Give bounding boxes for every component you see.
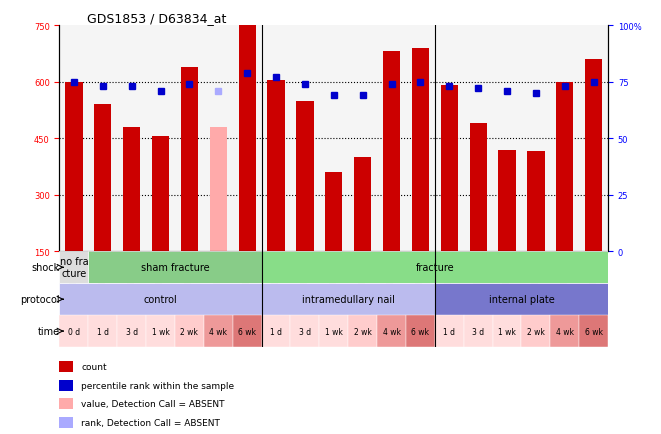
Text: intramedullary nail: intramedullary nail	[302, 295, 395, 304]
FancyBboxPatch shape	[59, 252, 89, 283]
Bar	[65, 82, 83, 252]
Text: internal plate: internal plate	[488, 295, 555, 304]
Text: fracture: fracture	[416, 263, 454, 273]
FancyBboxPatch shape	[435, 283, 608, 316]
Bar	[498, 150, 516, 252]
Text: 0 d: 0 d	[68, 327, 80, 336]
Text: 6 wk: 6 wk	[411, 327, 430, 336]
FancyBboxPatch shape	[348, 316, 377, 347]
Bar	[94, 105, 112, 252]
FancyBboxPatch shape	[290, 316, 319, 347]
Text: 1 d: 1 d	[97, 327, 109, 336]
FancyBboxPatch shape	[59, 380, 73, 391]
FancyBboxPatch shape	[89, 252, 262, 283]
FancyBboxPatch shape	[59, 398, 73, 409]
Text: shock: shock	[32, 263, 60, 273]
FancyBboxPatch shape	[262, 252, 608, 283]
Bar	[585, 60, 602, 252]
FancyBboxPatch shape	[233, 316, 262, 347]
Text: 2 wk: 2 wk	[180, 327, 198, 336]
Text: 1 d: 1 d	[270, 327, 282, 336]
FancyBboxPatch shape	[377, 316, 406, 347]
FancyBboxPatch shape	[435, 316, 464, 347]
Text: 3 d: 3 d	[472, 327, 485, 336]
Bar	[239, 0, 256, 252]
Text: GDS1853 / D63834_at: GDS1853 / D63834_at	[87, 12, 226, 25]
Text: 3 d: 3 d	[299, 327, 311, 336]
Text: 6 wk: 6 wk	[585, 327, 603, 336]
FancyBboxPatch shape	[204, 316, 233, 347]
Text: count: count	[81, 362, 107, 372]
Bar	[180, 67, 198, 252]
FancyBboxPatch shape	[146, 316, 175, 347]
Text: 2 wk: 2 wk	[527, 327, 545, 336]
Text: percentile rank within the sample: percentile rank within the sample	[81, 381, 235, 390]
Bar	[556, 82, 574, 252]
Text: time: time	[38, 326, 60, 336]
Bar	[441, 86, 458, 252]
Bar	[383, 53, 400, 252]
Text: 1 wk: 1 wk	[151, 327, 169, 336]
Text: 4 wk: 4 wk	[556, 327, 574, 336]
FancyBboxPatch shape	[579, 316, 608, 347]
Text: 1 wk: 1 wk	[325, 327, 343, 336]
FancyBboxPatch shape	[59, 283, 262, 316]
Text: 2 wk: 2 wk	[354, 327, 371, 336]
Text: 4 wk: 4 wk	[210, 327, 227, 336]
FancyBboxPatch shape	[262, 283, 435, 316]
Bar	[527, 152, 545, 252]
Text: 1 d: 1 d	[444, 327, 455, 336]
Bar	[268, 81, 285, 252]
FancyBboxPatch shape	[89, 316, 117, 347]
FancyBboxPatch shape	[175, 316, 204, 347]
FancyBboxPatch shape	[59, 417, 73, 428]
Bar	[325, 173, 342, 252]
FancyBboxPatch shape	[406, 316, 435, 347]
FancyBboxPatch shape	[492, 316, 522, 347]
Text: sham fracture: sham fracture	[141, 263, 210, 273]
FancyBboxPatch shape	[522, 316, 551, 347]
Bar	[210, 128, 227, 252]
FancyBboxPatch shape	[262, 316, 290, 347]
Bar	[296, 101, 313, 252]
Text: 4 wk: 4 wk	[383, 327, 401, 336]
FancyBboxPatch shape	[551, 316, 579, 347]
Bar	[469, 124, 487, 252]
FancyBboxPatch shape	[319, 316, 348, 347]
FancyBboxPatch shape	[59, 316, 89, 347]
FancyBboxPatch shape	[464, 316, 492, 347]
Bar	[354, 158, 371, 252]
FancyBboxPatch shape	[117, 316, 146, 347]
Bar	[123, 128, 140, 252]
Bar	[412, 49, 429, 252]
Text: 3 d: 3 d	[126, 327, 137, 336]
Text: no fra
cture: no fra cture	[59, 257, 88, 278]
FancyBboxPatch shape	[59, 362, 73, 372]
Bar	[152, 137, 169, 252]
Text: 6 wk: 6 wk	[238, 327, 256, 336]
Text: control: control	[143, 295, 177, 304]
Text: protocol: protocol	[20, 295, 60, 304]
Text: value, Detection Call = ABSENT: value, Detection Call = ABSENT	[81, 399, 225, 408]
Text: 1 wk: 1 wk	[498, 327, 516, 336]
Text: rank, Detection Call = ABSENT: rank, Detection Call = ABSENT	[81, 418, 220, 427]
